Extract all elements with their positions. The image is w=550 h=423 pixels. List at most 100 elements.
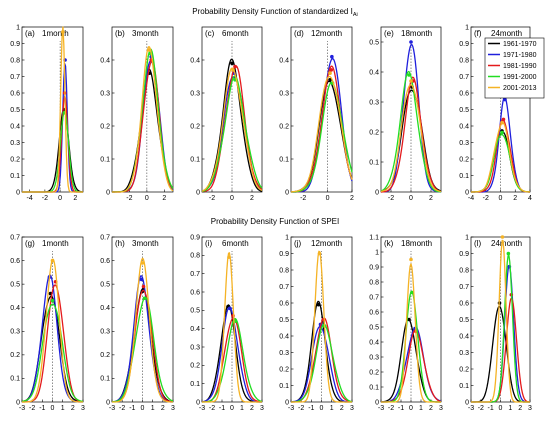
peak-marker-2001-2013 — [500, 235, 505, 239]
x-tick-label: 2 — [161, 405, 165, 412]
curve-2001-2013 — [201, 67, 263, 192]
y-tick-label: 0 — [465, 189, 469, 196]
row-title-top: Probability Density Function of standard… — [192, 7, 357, 18]
y-tick-label: 0.9 — [279, 251, 289, 258]
panel-title: 3month — [132, 29, 159, 38]
y-tick-label: 0.7 — [459, 74, 469, 81]
y-tick-label: 1 — [285, 234, 289, 241]
y-tick-label: 0.2 — [369, 129, 379, 136]
x-tick-label: 2 — [162, 195, 166, 202]
x-tick-label: 0 — [320, 405, 324, 412]
y-tick-label: 0.4 — [100, 57, 110, 64]
y-tick-label: 0.3 — [100, 329, 110, 336]
panel-label: (c) — [205, 29, 215, 38]
x-tick-label: 0 — [326, 195, 330, 202]
y-tick-label: 0.1 — [100, 376, 110, 383]
curve-2001-2013 — [290, 75, 353, 193]
y-tick-label: 0.8 — [190, 253, 200, 260]
panel-label: (g) — [25, 239, 35, 248]
curve-1961-1970 — [111, 68, 174, 193]
curve-2001-2013 — [380, 84, 442, 193]
x-tick-label: -2 — [126, 195, 132, 202]
peak-marker-2001-2013 — [60, 30, 65, 34]
x-tick-label: 1 — [419, 405, 423, 412]
peak-marker-1981-1990 — [233, 64, 237, 69]
panel-title: 18month — [401, 29, 432, 38]
y-tick-label: 0.6 — [279, 300, 289, 307]
panel-title: 1month — [42, 29, 69, 38]
y-tick-label: 0.5 — [459, 317, 469, 324]
y-tick-label: 0.2 — [369, 369, 379, 376]
peak-marker-1961-1970 — [316, 302, 321, 307]
x-tick-label: -1 — [488, 405, 494, 412]
x-tick-label: -2 — [119, 405, 125, 412]
x-tick-label: -1 — [398, 405, 404, 412]
x-tick-label: 2 — [73, 195, 77, 202]
panel-title: 12month — [311, 239, 342, 248]
legend-entry-label: 1961-1970 — [503, 41, 537, 48]
curve-2001-2013 — [471, 239, 530, 403]
y-tick-label: 0.4 — [369, 69, 379, 76]
y-tick-label: 0.5 — [279, 317, 289, 324]
y-tick-label: 0.6 — [459, 90, 469, 97]
peak-marker-1991-2000 — [410, 290, 414, 295]
y-tick-label: 0.8 — [279, 267, 289, 274]
x-tick-label: -2 — [209, 405, 215, 412]
curve-2001-2013 — [112, 46, 174, 193]
y-tick-label: 0.6 — [100, 258, 110, 265]
y-tick-label: 0.5 — [190, 308, 200, 315]
panel-d: 0 0.1 0.2 0.3 0.4 -2 0 2 (d) 12month — [279, 26, 354, 202]
x-tick-label: -2 — [209, 195, 215, 202]
panel-label: (b) — [115, 29, 125, 38]
curve-1961-1970 — [22, 107, 84, 193]
y-tick-label: 0.4 — [100, 305, 110, 312]
y-tick-label: 0 — [375, 399, 379, 406]
peak-marker-1981-1990 — [501, 117, 506, 122]
y-tick-label: 1 — [375, 249, 379, 256]
y-tick-label: 0 — [285, 189, 289, 196]
y-tick-label: 0.2 — [279, 123, 289, 130]
legend-entry-label: 1981-1990 — [503, 63, 537, 70]
curve-1991-2000 — [201, 75, 263, 193]
x-tick-label: -2 — [42, 195, 48, 202]
y-tick-label: 0.7 — [10, 74, 20, 81]
y-tick-label: 1 — [465, 234, 469, 241]
x-tick-label: -3 — [288, 405, 294, 412]
panel-title: 6month — [222, 29, 249, 38]
y-tick-label: 0.1 — [279, 156, 289, 163]
y-tick-label: 0.9 — [190, 234, 200, 241]
y-tick-label: 0.8 — [10, 57, 20, 64]
y-tick-label: 0.4 — [279, 333, 289, 340]
curve-1981-1990 — [22, 95, 83, 193]
y-tick-label: 0.7 — [190, 271, 200, 278]
panel-title: 24month — [491, 239, 522, 248]
y-tick-label: 0.3 — [190, 90, 200, 97]
y-tick-label: 0.3 — [459, 350, 469, 357]
y-tick-label: 1 — [16, 24, 20, 31]
x-tick-label: -3 — [109, 405, 115, 412]
y-tick-label: 0.4 — [369, 339, 379, 346]
y-tick-label: 0 — [285, 399, 289, 406]
y-tick-label: 0.4 — [10, 123, 20, 130]
y-tick-label: 0.4 — [190, 326, 200, 333]
x-tick-label: 2 — [340, 405, 344, 412]
peak-marker-2001-2013 — [231, 68, 235, 72]
row-title-bottom: Probability Density Function of SPEI — [211, 217, 340, 226]
panel-j: 00.10.20.30.40.50.60.70.80.91-3 -2 -1 0 1 2 3(… — [279, 234, 354, 412]
panel-title: 24month — [491, 29, 522, 38]
x-tick-label: 1 — [151, 405, 155, 412]
y-tick-label: 0 — [196, 399, 200, 406]
peak-marker-2001-2013 — [328, 71, 332, 75]
x-tick-label: -2 — [388, 195, 394, 202]
curve-1981-1990 — [112, 60, 174, 193]
x-tick-label: -3 — [378, 405, 384, 412]
peak-marker-2001-2013 — [147, 48, 152, 52]
y-tick-label: 0.6 — [190, 289, 200, 296]
y-tick-label: 0.5 — [100, 281, 110, 288]
y-tick-label: 0.2 — [459, 156, 469, 163]
y-tick-label: 0.4 — [190, 57, 200, 64]
panel-label: (h) — [115, 239, 125, 248]
y-tick-label: 0.1 — [190, 381, 200, 388]
y-tick-label: 0.2 — [100, 123, 110, 130]
